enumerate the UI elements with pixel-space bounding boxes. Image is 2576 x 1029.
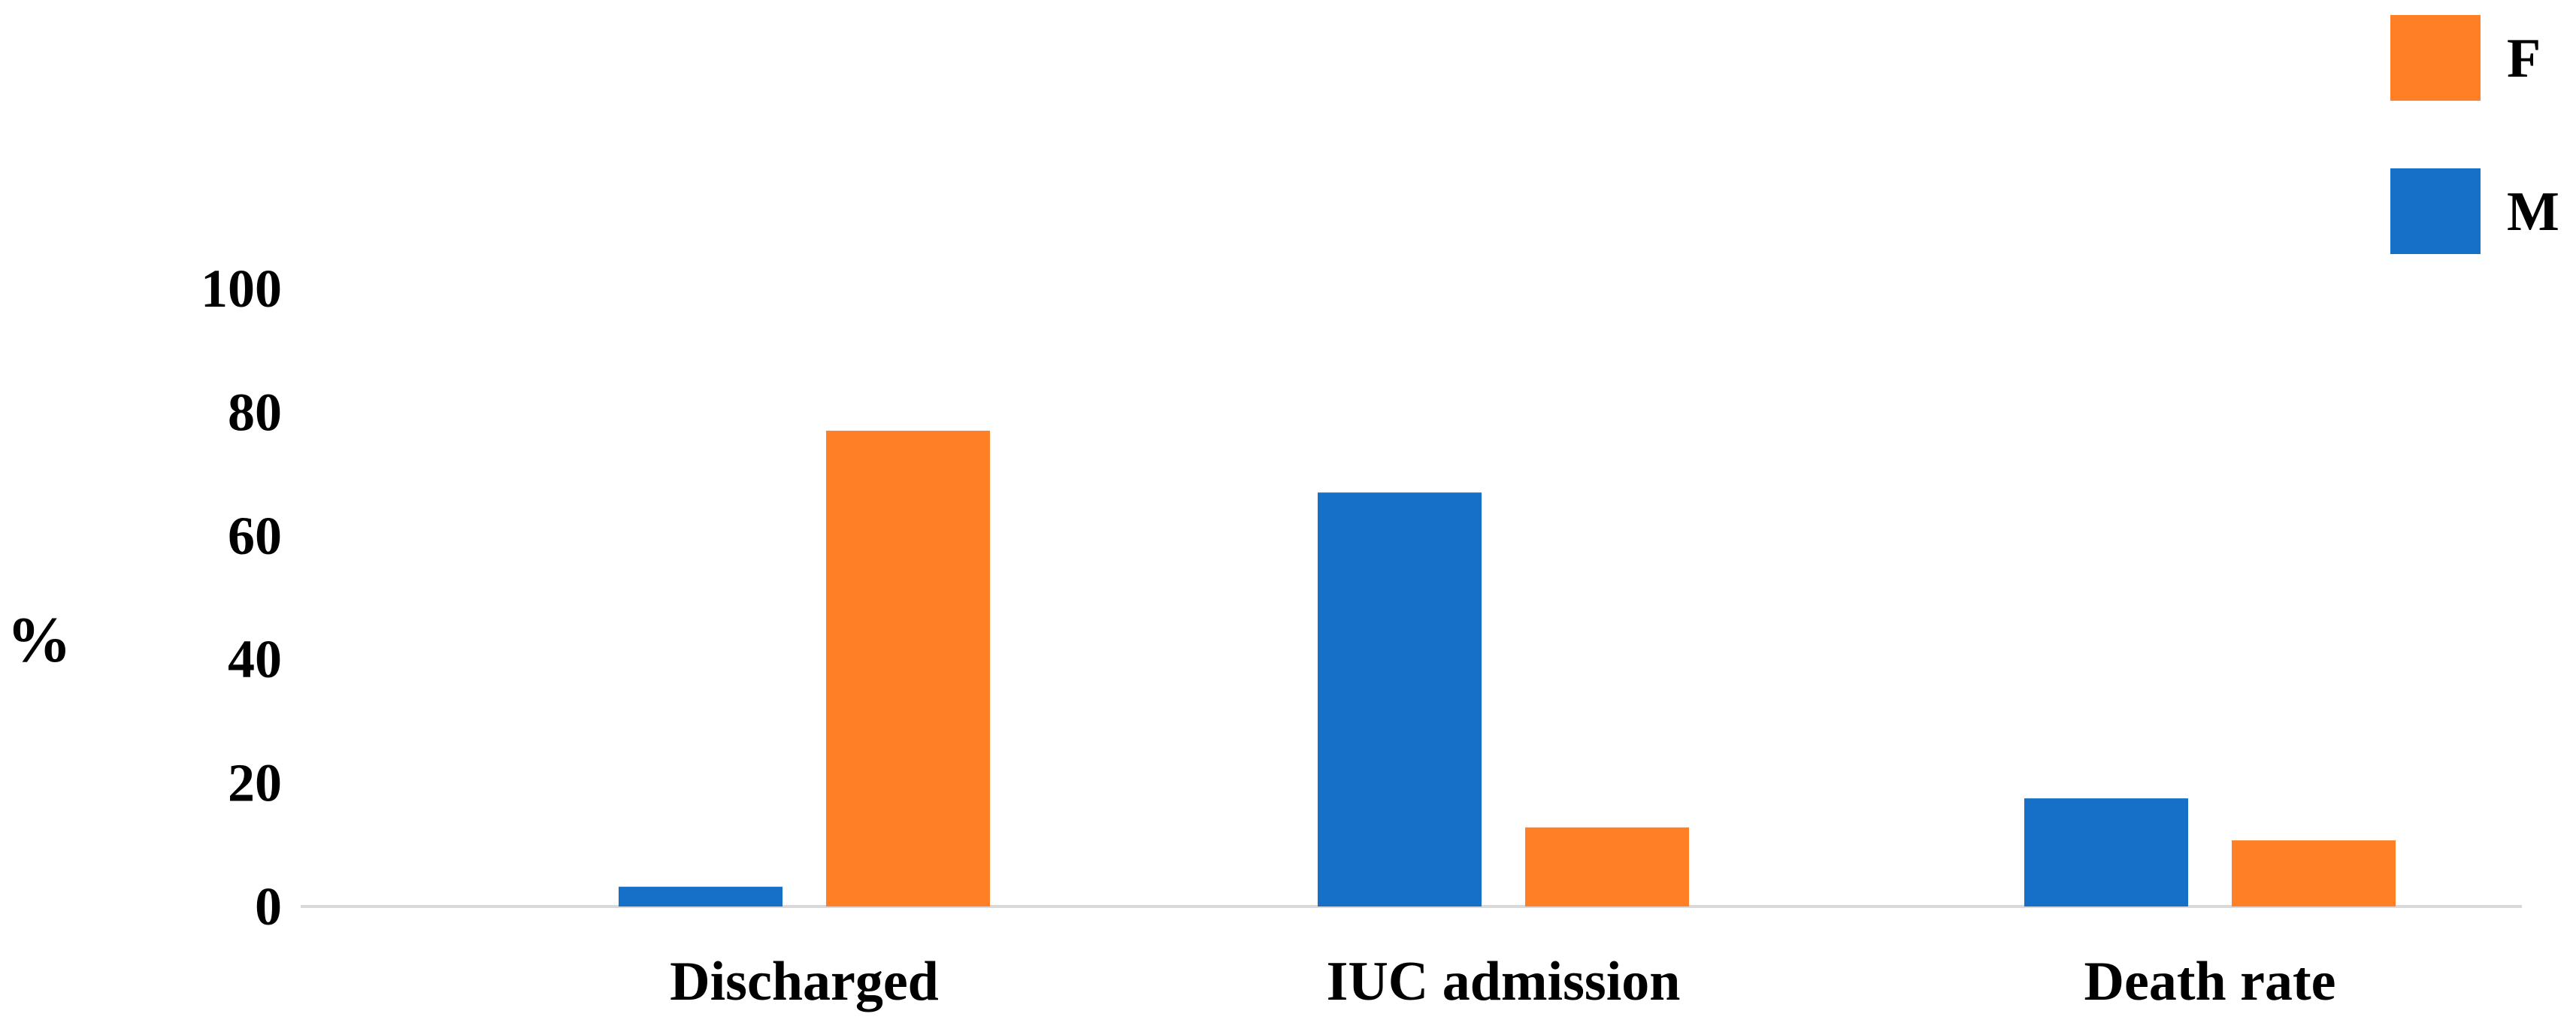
- y-axis-label: %: [7, 604, 71, 676]
- legend: FM: [2390, 15, 2559, 254]
- bar-M-2: [2024, 798, 2188, 906]
- y-tick-label-2: 40: [228, 629, 282, 689]
- y-tick-label-5: 100: [201, 259, 282, 319]
- bar-F-1: [1525, 827, 1689, 906]
- y-tick-label-3: 60: [228, 506, 282, 566]
- bar-F-0: [826, 431, 990, 906]
- bar-M-0: [619, 886, 782, 906]
- y-tick-label-1: 20: [228, 753, 282, 813]
- bars: [619, 431, 2396, 906]
- category-label-1: IUC admission: [1327, 951, 1681, 1012]
- legend-label-M: M: [2507, 181, 2559, 243]
- y-tick-labels: 0 20 40 60 80 100: [201, 259, 282, 937]
- legend-swatch-F: [2390, 15, 2481, 101]
- bar-M-1: [1318, 492, 1482, 906]
- legend-swatch-M: [2390, 168, 2481, 254]
- legend-label-F: F: [2507, 28, 2541, 89]
- y-tick-label-0: 0: [255, 876, 282, 937]
- y-tick-label-4: 80: [228, 382, 282, 442]
- category-label-2: Death rate: [2084, 951, 2336, 1012]
- bar-F-2: [2232, 840, 2396, 906]
- category-labels: Discharged IUC admission Death rate: [670, 951, 2335, 1012]
- category-label-0: Discharged: [670, 951, 939, 1012]
